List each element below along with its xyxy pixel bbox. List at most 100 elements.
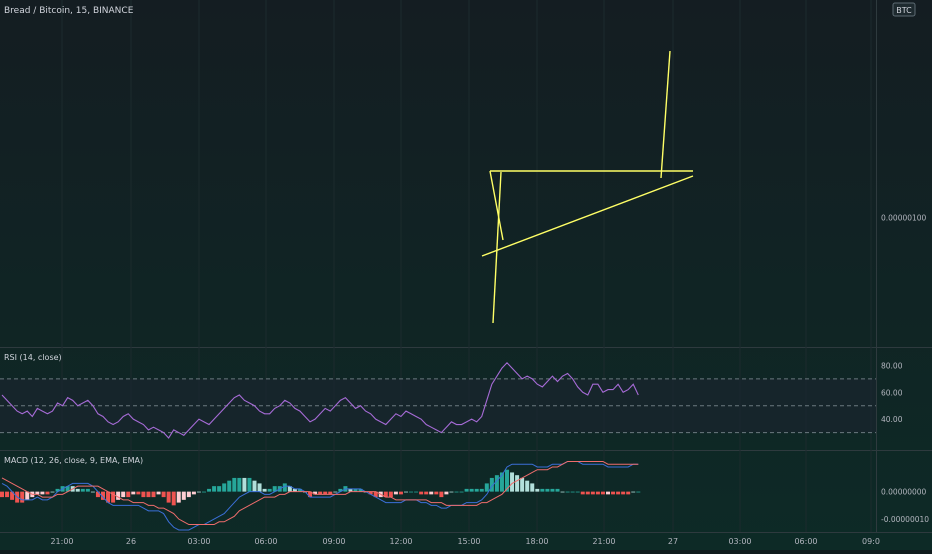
macd-histogram-bar [560, 491, 565, 493]
macd-histogram-bar [151, 491, 156, 498]
macd-histogram-bar [444, 491, 449, 495]
grid-lines [61, 0, 872, 532]
macd-histogram-bar [242, 477, 247, 492]
time-axis[interactable]: 21:00 26 03:00 06:00 09:00 12:00 15:00 18:00 21:… [50, 537, 880, 546]
macd-histogram-bar [424, 491, 429, 495]
macd-histogram-bar [328, 491, 333, 495]
macd-histogram-bar [540, 488, 545, 492]
macd-histogram-bar [25, 491, 30, 500]
macd-histogram-bar [414, 491, 419, 493]
macd-histogram-bar [398, 491, 403, 495]
macd-histogram-bar [535, 488, 540, 492]
macd-histogram-bar [50, 491, 55, 493]
macd-histogram-bar [10, 491, 15, 500]
macd-histogram-bar [510, 472, 515, 492]
rsi-title[interactable]: RSI (14, close) [4, 353, 62, 362]
macd-histogram-bar [616, 491, 621, 495]
macd-series [0, 460, 641, 531]
trend-drawing-line[interactable] [492, 171, 502, 324]
macd-histogram-bar [454, 491, 459, 493]
macd-histogram-bar [106, 491, 111, 503]
macd-histogram-bar [515, 475, 520, 492]
macd-histogram-bar [55, 488, 60, 492]
trend-drawings[interactable] [481, 50, 694, 324]
macd-histogram-bar [292, 488, 297, 492]
time-tick-label: 09:00 [322, 537, 345, 546]
macd-histogram-bar [90, 491, 95, 493]
time-tick-label: 06:00 [794, 537, 817, 546]
macd-histogram-bar [136, 491, 141, 495]
currency-badge-label: BTC [896, 6, 912, 15]
time-tick-label: 09:0 [862, 537, 880, 546]
time-tick-label: 26 [126, 537, 136, 546]
macd-histogram-bar [388, 491, 393, 498]
macd-histogram-bar [5, 491, 10, 498]
trend-drawing-line[interactable] [489, 170, 504, 241]
macd-histogram-bar [474, 488, 479, 492]
macd-histogram-bar [222, 483, 227, 492]
macd-histogram-bar [111, 491, 116, 503]
macd-histogram-bar [156, 491, 161, 495]
macd-histogram-bar [550, 488, 555, 492]
time-tick-label: 27 [668, 537, 678, 546]
time-tick-label: 21:00 [592, 537, 615, 546]
macd-histogram-bar [393, 491, 398, 495]
macd-histogram-bar [257, 483, 262, 492]
macd-histogram-bar [383, 491, 388, 498]
time-tick-label: 03:00 [187, 537, 210, 546]
macd-histogram-bar [489, 477, 494, 492]
macd-histogram-bar [176, 491, 181, 503]
macd-histogram-bar [207, 488, 212, 492]
macd-histogram-bar [484, 483, 489, 492]
macd-histogram-bar [65, 486, 70, 492]
macd-histogram-bar [308, 491, 313, 498]
macd-histogram-bar [166, 491, 171, 503]
time-tick-label: 12:00 [389, 537, 412, 546]
rsi-tick-label: 40.00 [881, 415, 903, 424]
macd-histogram-bar [611, 491, 616, 495]
macd-histogram-bar [196, 491, 201, 493]
macd-histogram-bar [40, 491, 45, 495]
macd-histogram-bar [85, 488, 90, 492]
macd-histogram-bar [520, 477, 525, 492]
macd-histogram-bar [373, 491, 378, 498]
macd-histogram-bar [95, 491, 100, 498]
macd-histogram-bar [464, 488, 469, 492]
macd-histogram-bar [595, 491, 600, 495]
macd-histogram-bar [181, 491, 186, 500]
macd-histogram-bar [419, 491, 424, 495]
macd-histogram-bar [600, 491, 605, 495]
macd-histogram-bar [45, 491, 50, 495]
macd-histogram-bar [318, 491, 323, 495]
trend-drawing-line[interactable] [481, 175, 694, 257]
macd-histogram-bar [171, 491, 176, 506]
macd-histogram-bar [545, 488, 550, 492]
macd-histogram-bar [585, 491, 590, 495]
macd-histogram-bar [80, 488, 85, 492]
macd-histogram-bar [505, 469, 509, 492]
rsi-line [1, 361, 639, 439]
macd-histogram-bar [348, 488, 353, 492]
macd-histogram-bar [252, 480, 257, 492]
macd-histogram-bar [212, 486, 217, 492]
price-axis[interactable]: 0.000030000.000028000.000026000.00002400… [877, 0, 929, 524]
symbol-title[interactable]: Bread / Bitcoin, 15, BINANCE [4, 6, 134, 16]
macd-histogram-bar [247, 477, 252, 492]
macd-histogram-bar [338, 488, 343, 492]
macd-histogram-bar [636, 491, 641, 493]
macd-histogram-bar [434, 491, 439, 495]
rsi-tick-label: 80.00 [881, 361, 903, 370]
trend-drawing-line[interactable] [660, 50, 671, 179]
macd-histogram-bar [237, 477, 242, 492]
macd-histogram-bar [580, 491, 585, 495]
currency-badge[interactable]: BTC [892, 2, 916, 17]
macd-title[interactable]: MACD (12, 26, close, 9, EMA, EMA) [4, 456, 143, 465]
macd-histogram-bar [262, 488, 267, 492]
macd-histogram-bar [333, 491, 338, 493]
macd-histogram-bar [459, 491, 464, 493]
macd-tick-label: 0.00000000 [881, 488, 927, 497]
macd-histogram-bar [267, 488, 272, 492]
macd-histogram-bar [626, 491, 631, 495]
